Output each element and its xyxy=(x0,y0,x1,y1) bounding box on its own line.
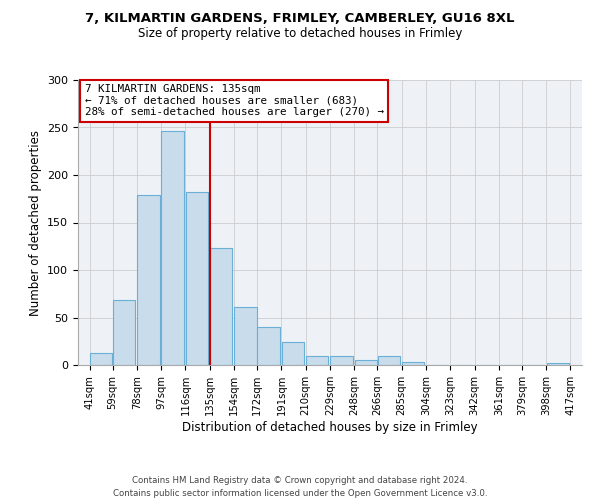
Y-axis label: Number of detached properties: Number of detached properties xyxy=(29,130,41,316)
Text: Size of property relative to detached houses in Frimley: Size of property relative to detached ho… xyxy=(138,28,462,40)
Text: Contains HM Land Registry data © Crown copyright and database right 2024.
Contai: Contains HM Land Registry data © Crown c… xyxy=(113,476,487,498)
Text: 7 KILMARTIN GARDENS: 135sqm
← 71% of detached houses are smaller (683)
28% of se: 7 KILMARTIN GARDENS: 135sqm ← 71% of det… xyxy=(85,84,383,117)
Bar xyxy=(402,362,424,365)
Bar xyxy=(377,356,400,365)
Bar xyxy=(306,356,328,365)
Bar xyxy=(161,132,184,365)
Bar xyxy=(257,327,280,365)
Bar xyxy=(137,195,160,365)
Bar xyxy=(235,307,257,365)
Bar xyxy=(355,360,377,365)
Bar xyxy=(210,248,232,365)
Bar xyxy=(282,342,304,365)
Text: 7, KILMARTIN GARDENS, FRIMLEY, CAMBERLEY, GU16 8XL: 7, KILMARTIN GARDENS, FRIMLEY, CAMBERLEY… xyxy=(85,12,515,26)
Bar xyxy=(331,356,353,365)
Bar xyxy=(113,300,135,365)
Bar xyxy=(90,352,112,365)
X-axis label: Distribution of detached houses by size in Frimley: Distribution of detached houses by size … xyxy=(182,420,478,434)
Bar xyxy=(186,192,208,365)
Bar xyxy=(547,363,569,365)
